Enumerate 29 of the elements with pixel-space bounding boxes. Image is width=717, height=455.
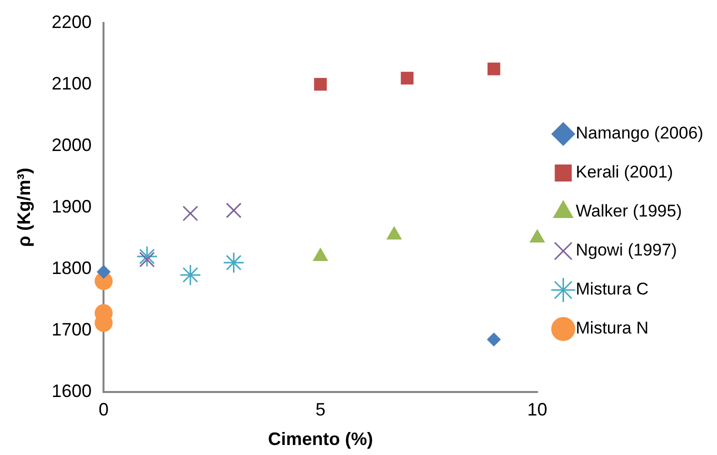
point [400, 72, 414, 85]
legend-label: Ngowi (1997) [576, 240, 677, 260]
x-tick-label: 0 [98, 400, 109, 420]
point [180, 264, 202, 286]
y-tick-label: 2000 [52, 134, 92, 155]
point [96, 264, 111, 279]
point [486, 332, 501, 347]
y-tick-label: 2100 [52, 73, 92, 94]
legend-label: Walker (1995) [576, 202, 682, 221]
y-tick-label: 2200 [52, 12, 92, 32]
y-tick-label: 1600 [52, 380, 92, 401]
point [222, 252, 244, 274]
legend-label: Mistura N [576, 318, 648, 338]
point [136, 246, 158, 268]
y-tick-label: 1800 [52, 258, 92, 278]
legend-label: Mistura C [576, 280, 648, 299]
legend-label: Namango (2006) [576, 124, 704, 143]
y-tick-label: 1700 [52, 319, 92, 340]
x-tick-label: 10 [527, 400, 548, 420]
point [314, 78, 327, 91]
point [182, 206, 198, 222]
x-tick-label: 5 [315, 400, 326, 420]
point [226, 202, 242, 218]
point [488, 62, 500, 76]
x-axis-title: Cimento (%) [268, 429, 373, 450]
y-axis-title: ρ (Kg/m³) [14, 168, 34, 247]
y-tick-label: 1900 [52, 196, 92, 216]
point [139, 252, 155, 268]
legend-label: Kerali (2001) [576, 162, 674, 182]
